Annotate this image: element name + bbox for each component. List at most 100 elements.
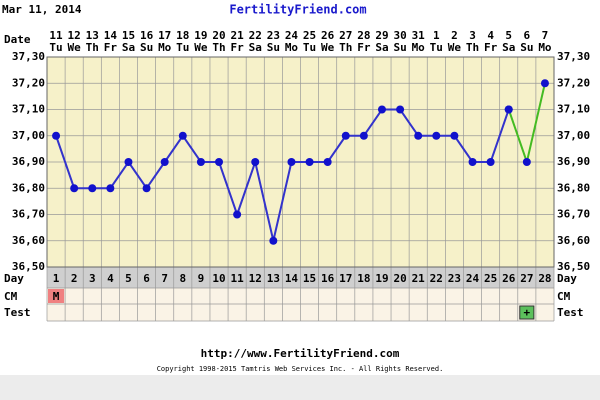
- x-tick-label: 27: [339, 29, 352, 42]
- y-tick-label: 36,60: [557, 234, 590, 247]
- weekday-label: Su: [520, 41, 533, 54]
- y-tick-label: 36,80: [12, 181, 45, 194]
- y-tick-label: 36,80: [557, 181, 590, 194]
- temp-point: [196, 158, 205, 166]
- x-tick-label: 17: [158, 29, 171, 42]
- weekday-label: Fr: [357, 41, 371, 54]
- x-tick-label: 18: [176, 29, 189, 42]
- day-label: 11: [231, 272, 245, 285]
- temp-point: [305, 158, 314, 166]
- weekday-label: Sa: [249, 41, 262, 54]
- test-cell: [519, 305, 535, 320]
- x-tick-label: 22: [249, 29, 262, 42]
- day-label: 6: [143, 272, 150, 285]
- day-label: 27: [520, 272, 533, 285]
- weekday-label: We: [68, 41, 82, 54]
- weekday-label: Sa: [375, 41, 388, 54]
- x-tick-label: 13: [86, 29, 99, 42]
- bottom-band: [0, 375, 600, 400]
- weekday-label: We: [194, 41, 208, 54]
- weekday-label: Su: [393, 41, 406, 54]
- row-label: Day: [4, 272, 24, 285]
- weekday-label: Th: [212, 41, 225, 54]
- y-tick-label: 37,20: [12, 76, 45, 89]
- row-label: Test: [4, 306, 31, 319]
- y-tick-label: 37,00: [557, 129, 590, 142]
- day-label: 12: [249, 272, 262, 285]
- temp-point: [468, 158, 477, 166]
- x-tick-label: 15: [122, 29, 135, 42]
- y-tick-label: 36,70: [12, 208, 45, 221]
- day-label: 16: [321, 272, 335, 285]
- x-tick-label: 7: [542, 29, 549, 42]
- day-label: 28: [538, 272, 551, 285]
- x-tick-label: 11: [49, 29, 63, 42]
- weekday-label: Sa: [122, 41, 135, 54]
- x-tick-label: 30: [393, 29, 406, 42]
- temp-point: [486, 158, 495, 166]
- weekday-label: We: [448, 41, 462, 54]
- day-label: 10: [212, 272, 225, 285]
- temp-point: [142, 184, 151, 193]
- day-label: 2: [71, 272, 78, 285]
- x-tick-label: 4: [487, 29, 494, 42]
- y-tick-label: 37,10: [12, 103, 45, 116]
- temp-point: [52, 131, 61, 140]
- day-label: 3: [89, 272, 96, 285]
- day-label: 15: [303, 272, 316, 285]
- cm-cell: [48, 289, 65, 303]
- cm-label: M: [53, 290, 60, 303]
- temp-point: [522, 158, 531, 166]
- day-label: 9: [198, 272, 205, 285]
- temp-point: [450, 131, 459, 140]
- day-label: 4: [107, 272, 114, 285]
- weekday-label: Th: [339, 41, 352, 54]
- weekday-label: Th: [466, 41, 479, 54]
- copyright: Copyright 1998-2015 Tamtris Web Services…: [157, 365, 444, 373]
- y-tick-label: 36,70: [557, 208, 590, 221]
- day-label: 17: [339, 272, 352, 285]
- footer-url: http://www.FertilityFriend.com: [201, 347, 400, 360]
- row-label: Day: [557, 272, 577, 285]
- temp-point: [251, 158, 260, 166]
- x-tick-label: 20: [212, 29, 225, 42]
- weekday-label: Sa: [502, 41, 515, 54]
- weekday-label: Fr: [104, 41, 118, 54]
- day-label: 24: [466, 272, 480, 285]
- day-label: 7: [161, 272, 168, 285]
- y-tick-label: 37,20: [557, 76, 590, 89]
- temp-point: [88, 184, 97, 193]
- row-label: Date: [4, 33, 31, 46]
- day-label: 1: [53, 272, 60, 285]
- temp-point: [323, 158, 332, 166]
- chart-title: FertilityFriend.com: [229, 3, 366, 17]
- x-tick-label: 24: [285, 29, 299, 42]
- row-label: CM: [4, 290, 18, 303]
- y-tick-label: 36,60: [12, 234, 45, 247]
- weekday-label: Fr: [231, 41, 245, 54]
- weekday-label: Tu: [49, 41, 62, 54]
- x-tick-label: 25: [303, 29, 316, 42]
- test-label: +: [524, 306, 531, 319]
- temp-point: [504, 105, 513, 114]
- temp-point: [233, 210, 242, 219]
- x-tick-label: 3: [469, 29, 476, 42]
- row-label: Test: [557, 306, 584, 319]
- row-label: CM: [557, 290, 571, 303]
- temp-point: [287, 158, 296, 166]
- day-label: 14: [285, 272, 299, 285]
- day-label: 23: [448, 272, 461, 285]
- weekday-label: Tu: [303, 41, 316, 54]
- temp-point: [377, 105, 386, 114]
- temp-point: [396, 105, 405, 114]
- temp-point: [414, 131, 423, 140]
- y-tick-label: 37,30: [557, 50, 590, 63]
- weekday-label: Tu: [430, 41, 443, 54]
- y-tick-label: 37,10: [557, 103, 590, 116]
- temp-point: [124, 158, 133, 166]
- y-tick-label: 37,30: [12, 50, 45, 63]
- temp-point: [540, 79, 549, 88]
- x-tick-label: 5: [505, 29, 512, 42]
